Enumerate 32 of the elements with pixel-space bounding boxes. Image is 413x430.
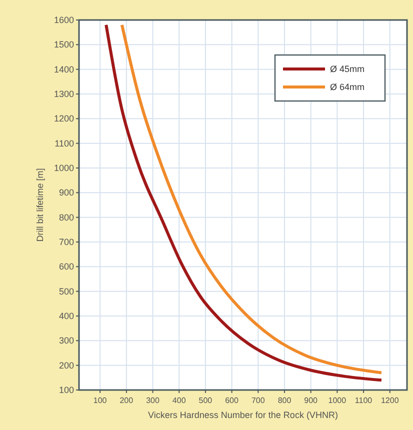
x-tick-label: 500 (198, 396, 213, 405)
y-tick-label: 1600 (54, 15, 74, 25)
y-axis-title: Drill bit lifetime [m] (35, 168, 45, 242)
x-tick-label: 1000 (328, 396, 347, 405)
y-tick-label: 400 (58, 311, 74, 321)
x-tick-label: 1200 (380, 396, 400, 405)
y-tick-label: 1200 (54, 114, 74, 124)
y-tick-label: 500 (58, 286, 74, 296)
legend-label: Ø 64mm (330, 82, 365, 92)
y-tick-label: 200 (58, 360, 74, 370)
y-tick-label: 900 (58, 188, 74, 198)
legend-label: Ø 45mm (330, 64, 365, 74)
y-tick-label: 1300 (54, 89, 74, 99)
y-tick-label: 100 (58, 385, 74, 395)
x-tick-label: 800 (278, 396, 292, 405)
y-tick-label: 700 (58, 237, 74, 247)
y-tick-label: 1400 (54, 64, 74, 74)
x-tick-label: 400 (172, 396, 186, 405)
y-tick-label: 600 (58, 262, 74, 272)
x-tick-label: 100 (93, 396, 108, 405)
x-tick-label: 200 (120, 396, 134, 405)
x-tick-label: 300 (146, 396, 160, 405)
x-tick-label: 700 (251, 396, 266, 405)
y-tick-label: 1000 (54, 163, 74, 173)
x-axis-title: Vickers Hardness Number for the Rock (VHNR) (148, 410, 338, 420)
y-tick-label: 300 (58, 336, 74, 346)
y-tick-label: 800 (58, 212, 74, 222)
x-tick-label: 900 (304, 396, 318, 405)
x-tick-label: 600 (225, 396, 240, 405)
y-tick-label: 1100 (54, 138, 74, 148)
y-tick-label: 1500 (54, 40, 74, 50)
x-tick-label: 1100 (354, 396, 373, 405)
